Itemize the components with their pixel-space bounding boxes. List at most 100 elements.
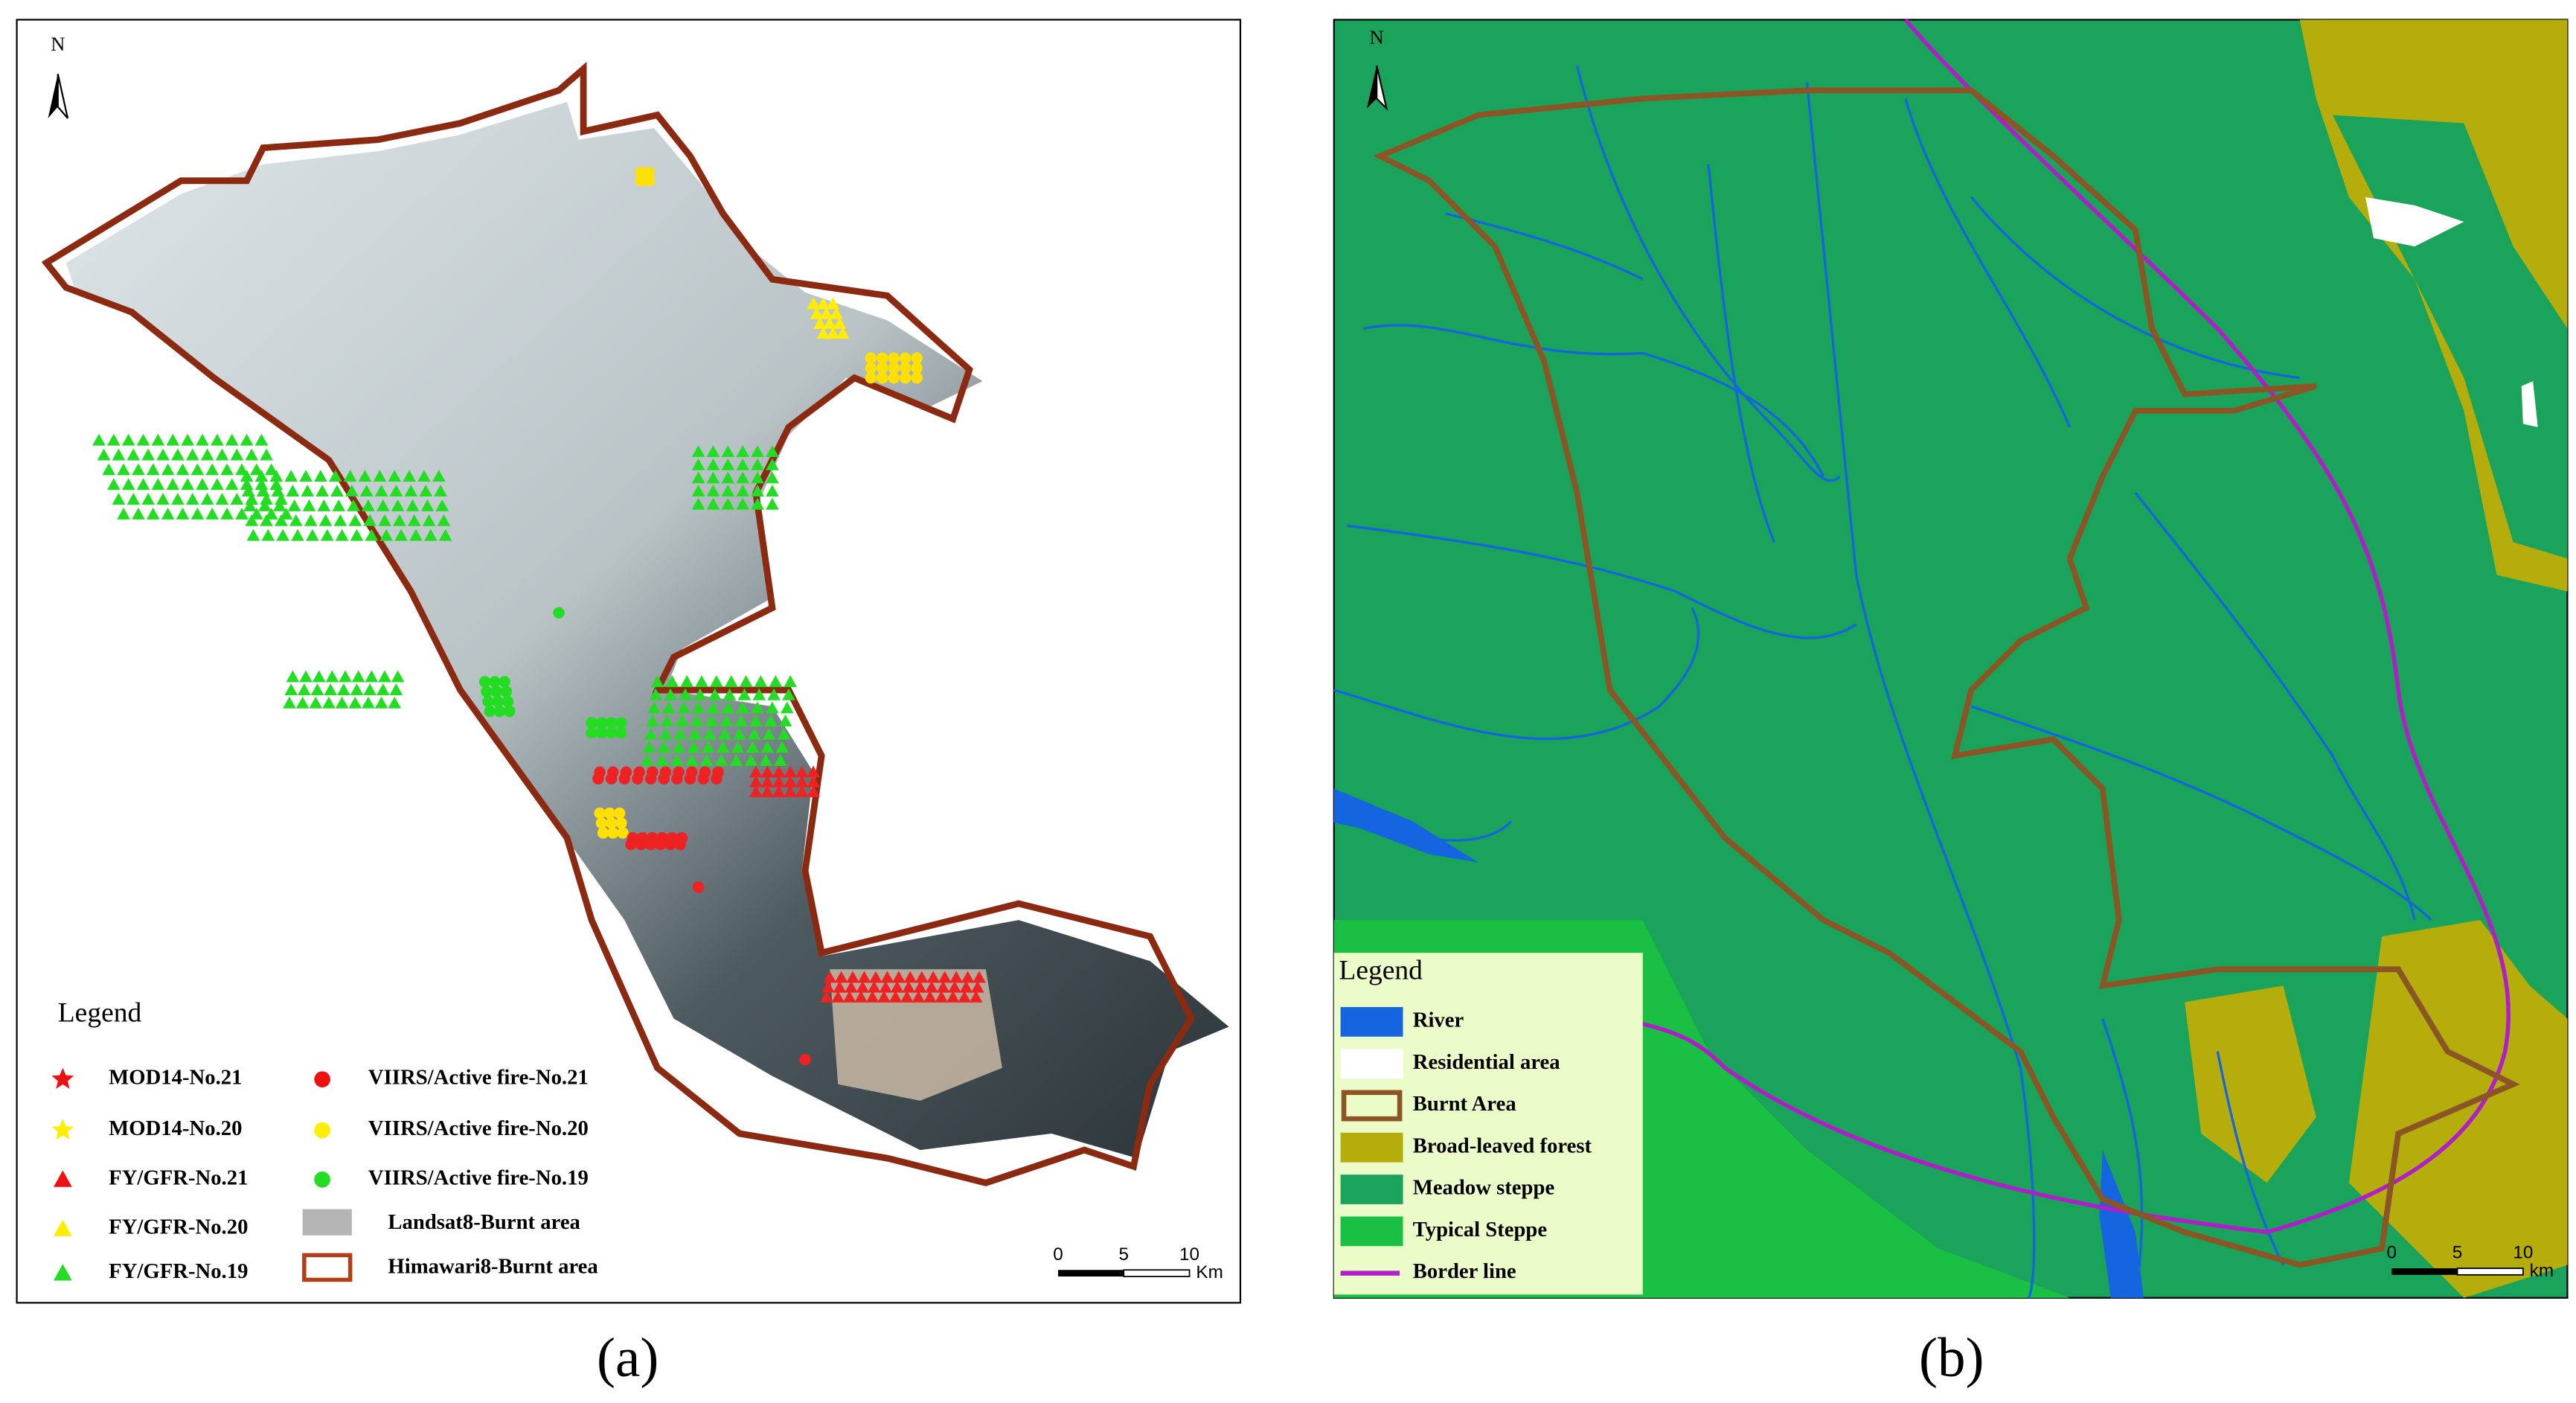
triangle-symbol <box>923 990 937 1003</box>
triangle-symbol <box>276 528 289 541</box>
triangle-symbol <box>254 470 269 482</box>
triangle-symbol <box>807 297 820 310</box>
triangle-symbol <box>240 433 254 446</box>
scale-bar-white <box>1123 1269 1191 1277</box>
circle-symbol <box>504 706 516 718</box>
triangle-symbol <box>435 499 449 511</box>
triangle-symbol <box>695 675 708 688</box>
triangle-symbol <box>751 701 764 714</box>
triangle-symbol <box>220 463 234 476</box>
triangle-symbol <box>306 528 319 541</box>
broad-leaved-forest <box>2185 985 2316 1183</box>
triangle-symbol <box>302 499 316 511</box>
triangle-symbol <box>807 785 820 797</box>
triangle-symbol <box>287 499 301 511</box>
triangle-symbol <box>747 727 761 740</box>
triangle-symbol <box>769 675 783 688</box>
circle-symbol <box>607 827 619 839</box>
triangle-symbol <box>721 458 735 470</box>
circle-symbol <box>605 717 618 729</box>
triangle-symbol <box>314 470 327 482</box>
triangle-symbol <box>181 478 194 490</box>
triangle-symbol <box>146 463 160 476</box>
river-lake <box>2099 1150 2144 1298</box>
triangle-symbol <box>772 775 786 787</box>
triangle-symbol <box>958 990 971 1003</box>
triangle-symbol <box>181 433 194 446</box>
river <box>2216 1051 2285 1266</box>
triangle-symbol <box>333 514 347 526</box>
triangle-symbol <box>374 696 388 709</box>
triangle-symbol <box>680 675 693 688</box>
triangle-symbol <box>141 448 155 461</box>
triangle-symbol <box>260 493 273 505</box>
triangle-symbol <box>795 785 809 797</box>
triangle-symbol <box>190 508 205 520</box>
circle-symbol <box>314 1122 330 1139</box>
triangle-symbol <box>246 528 260 541</box>
triangle-symbol <box>685 754 699 767</box>
triangle-symbol <box>673 727 688 740</box>
triangle-symbol <box>649 688 663 700</box>
triangle-symbol <box>702 741 715 753</box>
triangle-symbol <box>310 683 324 696</box>
scale-unit: Km <box>1196 1262 1223 1282</box>
triangle-symbol <box>250 463 263 476</box>
triangle-symbol <box>176 508 190 520</box>
burnt-area-outline <box>1373 87 2520 1268</box>
triangle-symbol <box>714 754 728 767</box>
triangle-symbol <box>807 775 820 787</box>
river <box>1575 65 1841 482</box>
triangle-symbol <box>200 448 214 461</box>
color-swatch <box>1340 1049 1403 1079</box>
triangle-symbol <box>690 715 704 727</box>
triangle-symbol <box>269 470 283 482</box>
circle-symbol <box>671 773 683 784</box>
circle-symbol <box>911 352 923 364</box>
circle-symbol <box>899 362 911 374</box>
panel-label: (b) <box>1919 1327 1984 1389</box>
circle-symbol <box>615 817 627 829</box>
legend-label: FY/GFR-No.20 <box>109 1215 248 1239</box>
triangle-symbol <box>102 463 116 476</box>
triangle-symbol <box>407 514 421 526</box>
triangle-symbol <box>672 741 685 753</box>
circle-symbol <box>618 773 630 784</box>
legend-label: Himawari8-Burnt area <box>388 1255 597 1279</box>
triangle-symbol <box>240 470 254 482</box>
triangle-symbol <box>176 463 190 476</box>
triangle-symbol <box>112 448 126 461</box>
border-line <box>1333 18 2511 1235</box>
triangle-symbol <box>721 471 735 484</box>
triangle-symbol <box>304 514 318 526</box>
triangle-symbol <box>734 715 748 727</box>
triangle-symbol <box>275 514 288 526</box>
triangle-symbol <box>657 741 671 753</box>
river <box>1363 324 1825 477</box>
triangle-symbol <box>272 499 286 511</box>
triangle-symbol <box>301 485 315 497</box>
triangle-symbol <box>706 485 720 497</box>
triangle-symbol <box>359 485 374 497</box>
triangle-symbol <box>336 683 350 696</box>
triangle-symbol <box>315 485 329 497</box>
triangle-symbol <box>676 701 691 714</box>
triangle-symbol <box>879 980 893 993</box>
triangle-symbol <box>642 741 656 753</box>
triangle-symbol <box>687 741 700 753</box>
triangle-symbol <box>166 478 180 490</box>
triangle-symbol <box>706 471 720 484</box>
triangle-symbol <box>767 688 781 700</box>
star-symbol <box>51 1067 74 1089</box>
triangle-symbol <box>211 478 224 490</box>
triangle-symbol <box>389 683 403 696</box>
triangle-symbol <box>961 971 975 983</box>
triangle-symbol <box>391 499 405 511</box>
triangle-symbol <box>345 485 359 497</box>
triangle-symbol <box>136 433 150 446</box>
triangle-symbol <box>132 463 145 476</box>
triangle-symbol <box>92 433 106 446</box>
area-swatch <box>302 1209 352 1236</box>
triangle-symbol <box>959 980 973 993</box>
